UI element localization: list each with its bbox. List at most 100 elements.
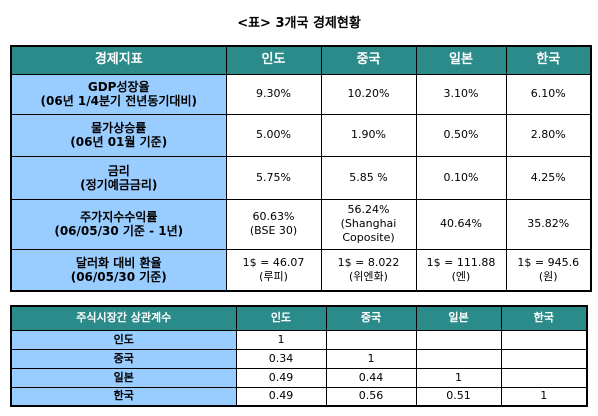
cell-line: (위엔화) [349,269,388,283]
empty-cell [325,329,417,350]
empty-cell [415,329,502,350]
empty-cell [500,329,588,350]
cell: 0.56 [325,386,417,407]
row-label: 물가상승률 (06년 01월 기준) [10,113,227,157]
cell-line: 5.75% [256,170,291,184]
cell: 0.44 [325,367,417,388]
data-row: 주가지수수익률 (06/05/30 기준 - 1년) 60.63% (BSE 30) 5… [10,198,592,250]
cell-line: 60.63% [252,210,295,223]
label-line: 주가지수수익률 [80,210,158,224]
data-row: 물가상승률 (06년 01월 기준) 5.00% 1.90% 0.50% 2.80% [10,113,592,157]
cell: 6.10% [505,73,592,115]
row-label: 일본 [10,367,237,388]
cell: 10.20% [320,73,417,115]
cell-line: 1.90% [351,128,386,141]
cell-line: 10.20% [347,87,390,100]
cell: 0.50% [415,113,507,157]
cell-line: 1$ = 945.6 [517,255,580,269]
cell-line: (루피) [259,269,288,283]
cell-line: 0.50% [443,128,479,141]
cell: 1 [325,348,417,369]
data-row: 인도 1 [10,329,588,350]
cell: 56.24% (Shanghai Coposite) [320,198,417,250]
cell: 1$ = 945.6 (원) [505,248,592,292]
cell: 0.10% [415,155,507,200]
label-line: (06/05/30 기준 - 1년) [54,224,184,238]
data-row: 중국 0.34 1 [10,348,588,369]
data-row: GDP성장율 (06년 1/4분기 전년동기대비) 9.30% 10.20% 3.10%… [10,73,592,115]
cell: 1$ = 46.07 (루피) [225,248,322,292]
row-label: 달러화 대비 환율 (06/05/30 기준) [10,248,227,292]
cell-line: 0.10% [443,170,479,184]
data-row: 금리 (정기예금금리) 5.75% 5.85 % 0.10% 4.25% [10,155,592,200]
label-line: 달러화 대비 환율 [75,255,162,270]
cell: 60.63% (BSE 30) [225,198,322,250]
header-cell: 주식시장간 상관계수 [10,305,237,331]
cell: 1$ = 111.88 (엔) [415,248,507,292]
cell-line: 5.85 % [349,170,388,184]
row-label: 인도 [10,329,237,350]
row-label: 금리 (정기예금금리) [10,155,227,200]
cell: 1 [500,386,588,407]
empty-cell [500,348,588,369]
cell-line: (Shanghai [340,217,397,230]
cell-line: 4.25% [530,170,566,184]
header-row: 주식시장간 상관계수 인도 중국 일본 한국 [10,305,588,331]
label-line: 금리 [107,163,130,178]
cell-line: 2.80% [530,128,566,141]
cell: 35.82% [505,198,592,250]
cell: 5.75% [225,155,322,200]
cell: 4.25% [505,155,592,200]
empty-cell [415,348,502,369]
label-line: (06년 1/4분기 전년동기대비) [40,94,197,108]
cell-line: (BSE 30) [249,224,298,237]
correlation-table: 주식시장간 상관계수 인도 중국 일본 한국 인도 1 중국 0.34 1 일본 0.49 0.44 1 한… [10,305,588,407]
cell: 5.00% [225,113,322,157]
data-row: 일본 0.49 0.44 1 [10,367,588,388]
cell: 0.49 [235,367,327,388]
cell: 9.30% [225,73,322,115]
label-line: (06년 01월 기준) [70,135,168,149]
cell-line: 6.10% [530,87,566,100]
data-row: 달러화 대비 환율 (06/05/30 기준) 1$ = 46.07 (루피) 1$ =… [10,248,592,292]
cell-line: 1$ = 8.022 [337,255,400,269]
header-cell: 중국 [320,45,417,75]
cell-line: 3.10% [443,87,479,100]
cell: 1$ = 8.022 (위엔화) [320,248,417,292]
cell-line: 1$ = 111.88 [426,255,496,269]
economy-table: 경제지표 인도 중국 일본 한국 GDP성장율 (06년 1/4분기 전년동기대비) 9.30… [10,45,592,292]
header-cell: 인도 [235,305,327,331]
cell-line: (원) [538,269,558,283]
cell: 0.49 [235,386,327,407]
cell-line: 1$ = 46.07 [242,255,305,269]
header-cell: 한국 [505,45,592,75]
cell: 0.51 [415,386,502,407]
label-line: (정기예금금리) [80,177,158,192]
cell: 1 [415,367,502,388]
cell: 3.10% [415,73,507,115]
cell: 40.64% [415,198,507,250]
header-cell: 일본 [415,305,502,331]
empty-cell [500,367,588,388]
row-label: 주가지수수익률 (06/05/30 기준 - 1년) [10,198,227,250]
row-label: 한국 [10,386,237,407]
cell: 1.90% [320,113,417,157]
cell: 5.85 % [320,155,417,200]
cell: 0.34 [235,348,327,369]
title: <표> 3개국 경제현황 [237,16,361,31]
cell-line: (엔) [451,269,471,283]
cell: 1 [235,329,327,350]
data-row: 한국 0.49 0.56 0.51 1 [10,386,588,407]
cell-line: 40.64% [440,217,482,230]
header-cell: 한국 [500,305,588,331]
label-line: GDP성장율 [87,80,150,94]
header-cell: 경제지표 [10,45,227,75]
label-line: 물가상승률 [91,121,147,135]
header-cell: 중국 [325,305,417,331]
cell-line: 9.30% [256,87,291,100]
row-label: 중국 [10,348,237,369]
label-line: (06/05/30 기준) [70,269,167,284]
cell-line: 35.82% [527,217,570,230]
header-cell: 인도 [225,45,322,75]
